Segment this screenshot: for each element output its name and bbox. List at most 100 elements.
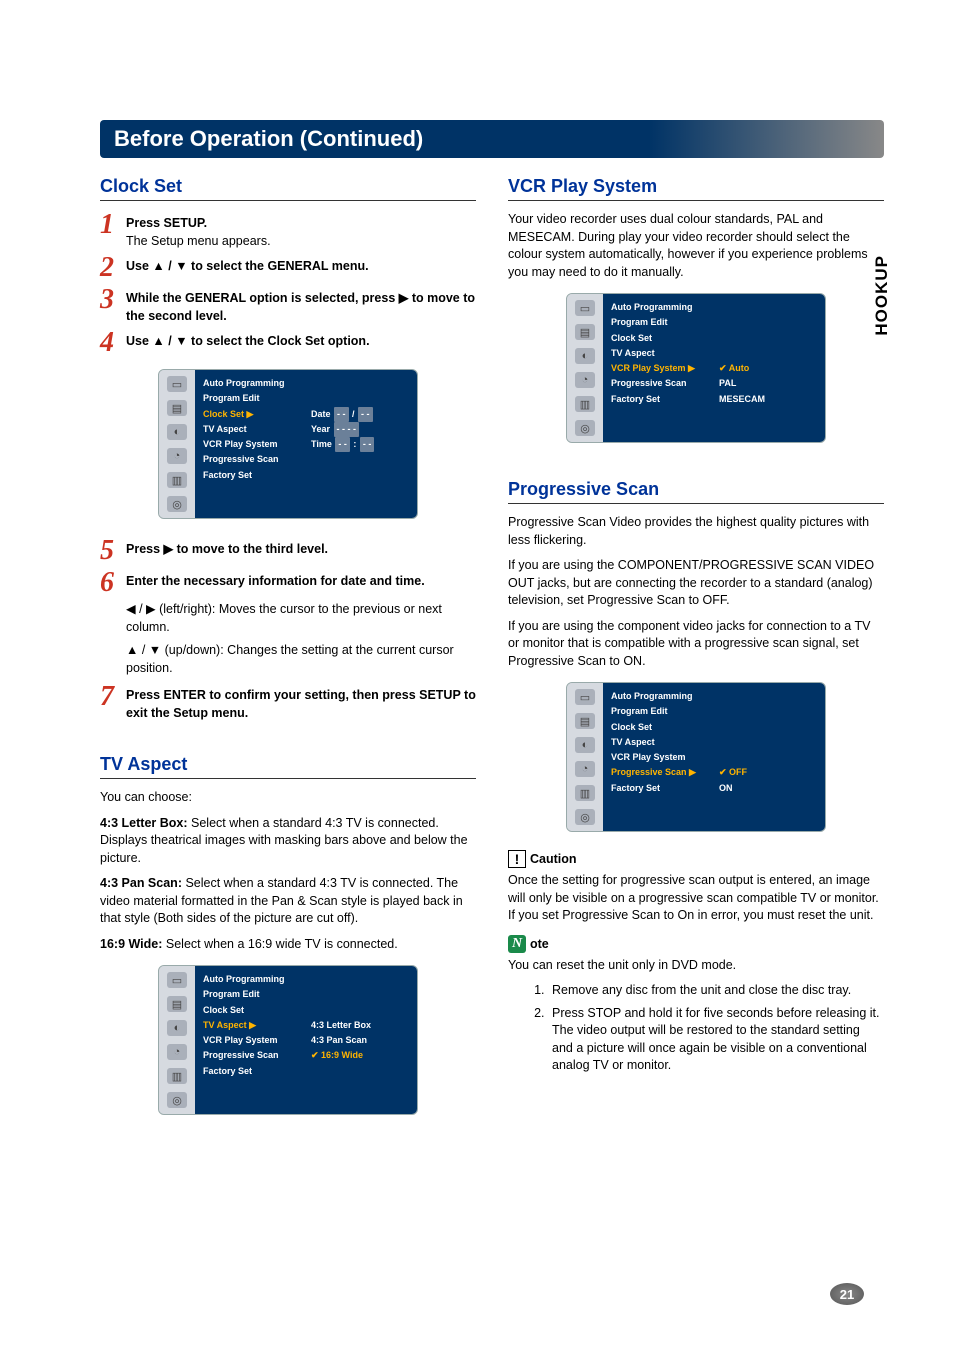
note-label: ote <box>530 937 549 951</box>
heading-clock-set: Clock Set <box>100 176 476 201</box>
note-intro: You can reset the unit only in DVD mode. <box>508 957 884 975</box>
osd-menu-item: Clock Set <box>203 1003 297 1018</box>
osd-menu-item: Progressive Scan <box>611 376 705 391</box>
note-list-item: Press STOP and hold it for five seconds … <box>548 1005 884 1075</box>
osd-menu-item: TV Aspect <box>203 422 297 437</box>
step-number: 2 <box>100 254 124 282</box>
page-number-badge: 21 <box>830 1283 864 1305</box>
osd-value-item: PAL <box>719 376 819 391</box>
osd-menu-item: Progressive Scan <box>203 452 297 467</box>
osd-category-icon: ◎ <box>167 1092 187 1108</box>
osd-menu-item: Program Edit <box>611 704 705 719</box>
tv-aspect-option: 16:9 Wide: Select when a 16:9 wide TV is… <box>100 936 476 954</box>
step-text: Enter the necessary information for date… <box>126 569 425 591</box>
osd-category-icon: ▭ <box>167 376 187 392</box>
caution-body: Once the setting for progressive scan ou… <box>508 872 884 925</box>
step: 1Press SETUP.The Setup menu appears. <box>100 211 476 250</box>
cursor-hint: ◀ / ▶ (left/right): Moves the cursor to … <box>126 601 476 636</box>
osd-menu-item: TV Aspect ▶ <box>203 1018 297 1033</box>
osd-value-item: ✔ OFF <box>719 765 819 780</box>
osd-category-icon: ◔ <box>575 372 595 388</box>
osd-menu-item: Auto Programming <box>611 689 705 704</box>
step-number: 7 <box>100 683 124 711</box>
note-heading: N ote <box>508 935 884 953</box>
osd-category-icon: ▤ <box>575 324 595 340</box>
osd-clock-set: ▭▤◐◔▥◎ Auto ProgrammingProgram EditClock… <box>158 369 418 519</box>
osd-value-item: MESECAM <box>719 392 819 407</box>
heading-tv-aspect: TV Aspect <box>100 754 476 779</box>
osd-menu-item: Program Edit <box>203 391 297 406</box>
step: 4Use ▲ / ▼ to select the Clock Set optio… <box>100 329 476 357</box>
osd-category-icon: ◔ <box>167 1044 187 1060</box>
tv-aspect-option: 4:3 Pan Scan: Select when a standard 4:3… <box>100 875 476 928</box>
left-column: Clock Set 1Press SETUP.The Setup menu ap… <box>100 176 476 1133</box>
osd-menu-item: VCR Play System ▶ <box>611 361 705 376</box>
osd-value-item: 4:3 Pan Scan <box>311 1033 411 1048</box>
osd-value-row: Year - - - - <box>311 422 411 437</box>
tv-aspect-option: 4:3 Letter Box: Select when a standard 4… <box>100 815 476 868</box>
osd-menu-item: Clock Set <box>611 331 705 346</box>
step: 7Press ENTER to confirm your setting, th… <box>100 683 476 722</box>
step: 6Enter the necessary information for dat… <box>100 569 476 597</box>
osd-menu-item: Progressive Scan <box>203 1048 297 1063</box>
osd-vcr-play: ▭▤◐◔▥◎ Auto ProgrammingProgram EditClock… <box>566 293 826 443</box>
page-content: Before Operation (Continued) Clock Set 1… <box>0 0 954 1163</box>
osd-menu-item: Program Edit <box>203 987 297 1002</box>
caution-heading: ! Caution <box>508 850 884 868</box>
osd-category-icon: ▤ <box>167 400 187 416</box>
osd-menu-item: VCR Play System <box>611 750 705 765</box>
step-number: 6 <box>100 569 124 597</box>
osd-category-icon: ▭ <box>167 972 187 988</box>
osd-value-item: ✔ Auto <box>719 361 819 376</box>
step-number: 1 <box>100 211 124 239</box>
osd-progressive-scan: ▭▤◐◔▥◎ Auto ProgrammingProgram EditClock… <box>566 682 826 832</box>
step-text: Press ▶ to move to the third level. <box>126 537 328 559</box>
cursor-hint: ▲ / ▼ (up/down): Changes the setting at … <box>126 642 476 677</box>
osd-category-icon: ◐ <box>167 1020 187 1036</box>
tv-aspect-intro: You can choose: <box>100 789 476 807</box>
osd-category-icon: ▥ <box>167 1068 187 1084</box>
step-text: Press ENTER to confirm your setting, the… <box>126 683 476 722</box>
osd-category-icon: ◐ <box>575 348 595 364</box>
step: 2Use ▲ / ▼ to select the GENERAL menu. <box>100 254 476 282</box>
step-number: 5 <box>100 537 124 565</box>
right-column: VCR Play System Your video recorder uses… <box>508 176 884 1133</box>
osd-menu-item: VCR Play System <box>203 1033 297 1048</box>
step-text: Use ▲ / ▼ to select the GENERAL menu. <box>126 254 369 276</box>
osd-menu-item: Clock Set <box>611 720 705 735</box>
caution-icon: ! <box>508 850 526 868</box>
progressive-scan-paragraph: If you are using the COMPONENT/PROGRESSI… <box>508 557 884 610</box>
osd-category-icon: ◎ <box>575 809 595 825</box>
osd-menu-item: Factory Set <box>611 781 705 796</box>
osd-menu-item: Factory Set <box>611 392 705 407</box>
osd-menu-item: Auto Programming <box>203 376 297 391</box>
osd-menu-item: Clock Set ▶ <box>203 407 297 422</box>
osd-category-icon: ◔ <box>167 448 187 464</box>
osd-category-icon: ▭ <box>575 300 595 316</box>
osd-menu-item: Program Edit <box>611 315 705 330</box>
osd-category-icon: ▥ <box>575 396 595 412</box>
osd-menu-item: Auto Programming <box>203 972 297 987</box>
osd-value-item: ON <box>719 781 819 796</box>
osd-value-row: Date - - / - - <box>311 407 411 422</box>
osd-menu-item: TV Aspect <box>611 735 705 750</box>
step-text: Press SETUP.The Setup menu appears. <box>126 211 271 250</box>
step-number: 4 <box>100 329 124 357</box>
osd-value-row: Time - - : - - <box>311 437 411 452</box>
osd-menu-item: VCR Play System <box>203 437 297 452</box>
osd-category-icon: ▭ <box>575 689 595 705</box>
osd-menu-item: Progressive Scan ▶ <box>611 765 705 780</box>
caution-label: Caution <box>530 852 577 866</box>
osd-menu-item: Factory Set <box>203 468 297 483</box>
step-number: 3 <box>100 286 124 314</box>
osd-value-item: 4:3 Letter Box <box>311 1018 411 1033</box>
osd-category-icon: ▥ <box>575 785 595 801</box>
vcr-play-body: Your video recorder uses dual colour sta… <box>508 211 884 281</box>
osd-category-icon: ◐ <box>167 424 187 440</box>
osd-category-icon: ◔ <box>575 761 595 777</box>
step: 3While the GENERAL option is selected, p… <box>100 286 476 325</box>
step: 5Press ▶ to move to the third level. <box>100 537 476 565</box>
step-text: While the GENERAL option is selected, pr… <box>126 286 476 325</box>
osd-category-icon: ▤ <box>575 713 595 729</box>
osd-menu-item: Auto Programming <box>611 300 705 315</box>
